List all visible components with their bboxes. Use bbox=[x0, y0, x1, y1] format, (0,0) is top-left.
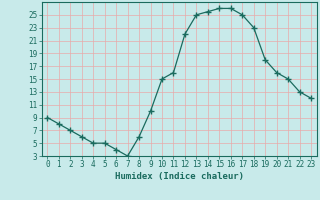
X-axis label: Humidex (Indice chaleur): Humidex (Indice chaleur) bbox=[115, 172, 244, 181]
